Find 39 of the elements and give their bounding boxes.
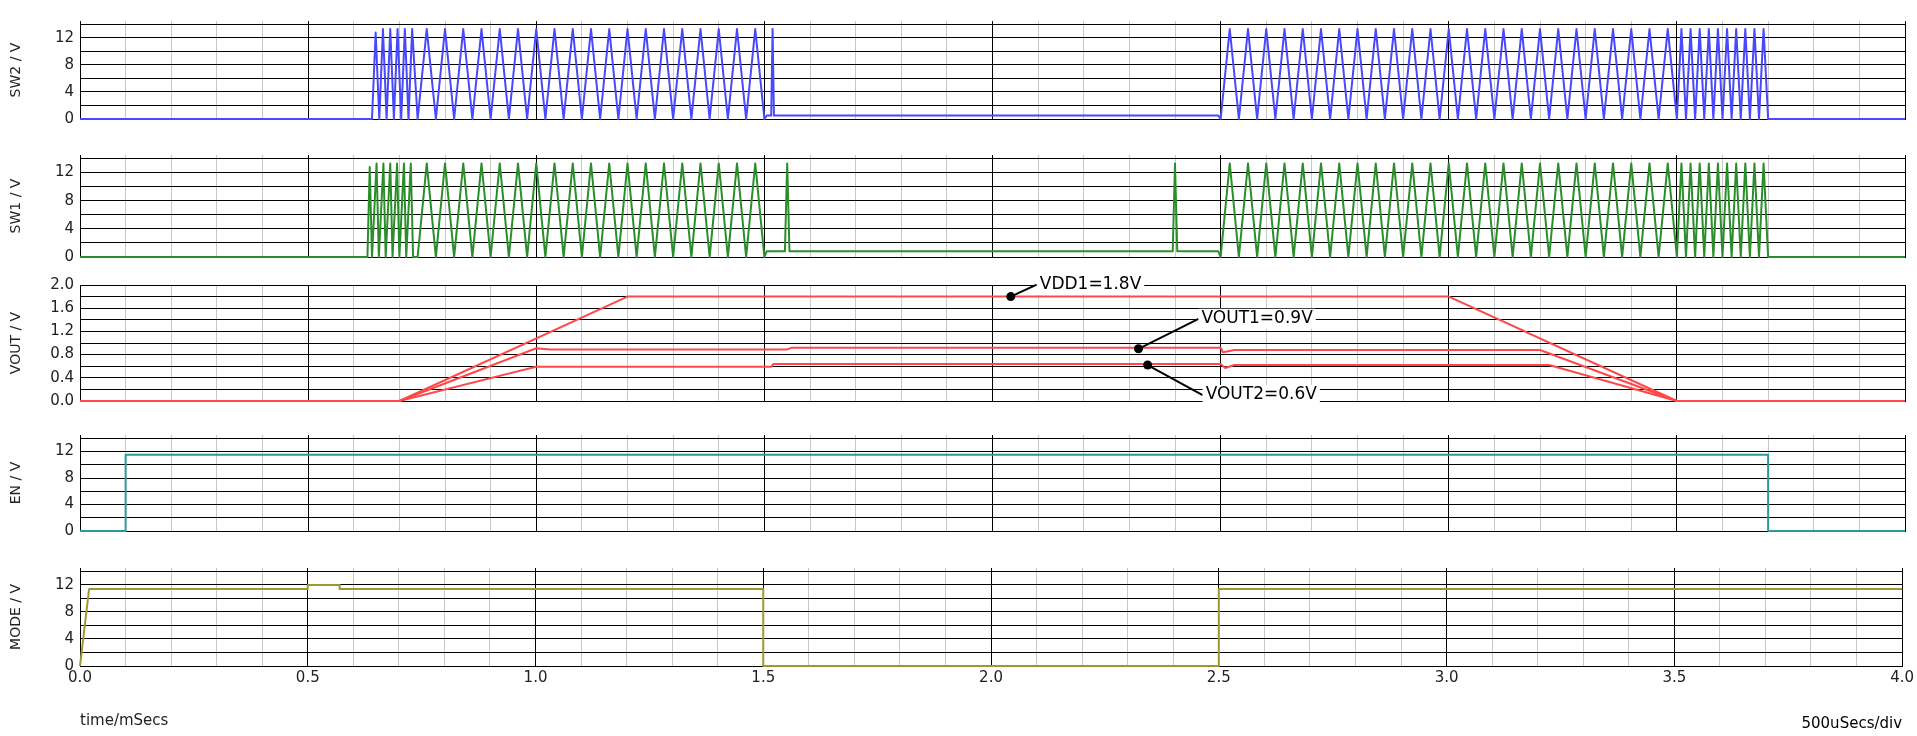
x-tick-label: 2.0 [979, 667, 1003, 686]
y-tick-label: 12 [54, 27, 74, 46]
x-tick-label: 4.0 [1890, 667, 1914, 686]
x-tick-label: 0.5 [295, 667, 320, 686]
y-tick-label: 8 [64, 601, 74, 620]
annotation: VOUT1=0.9V [1201, 307, 1314, 328]
x-tick-label: 1.5 [751, 667, 776, 686]
y-tick-label: 4 [64, 218, 74, 237]
y-axis-title: SW2 / V [7, 42, 24, 98]
y-tick-label: 0.8 [50, 344, 74, 363]
y-axis-title: EN / V [7, 461, 24, 505]
y-tick-label: 0.0 [50, 390, 74, 409]
y-tick-label: 12 [54, 574, 74, 593]
x-tick-label: 1.0 [523, 667, 548, 686]
y-axis-title: MODE / V [7, 583, 24, 650]
y-tick-label: 8 [64, 54, 74, 73]
y-tick-label: 4 [64, 81, 74, 100]
y-tick-label: 1.2 [50, 321, 74, 340]
y-tick-label: 0 [64, 108, 74, 127]
y-tick-label: 12 [54, 441, 74, 460]
x-axis-title: time/mSecs [80, 710, 169, 729]
y-tick-label: 8 [64, 190, 74, 209]
y-tick-label: 0.4 [50, 367, 74, 386]
y-tick-label: 0 [64, 246, 74, 265]
y-tick-label: 4 [64, 494, 74, 513]
x-tick-label: 3.5 [1662, 667, 1687, 686]
y-tick-label: 12 [54, 162, 74, 181]
y-tick-label: 4 [64, 628, 74, 647]
x-tick-label: 2.5 [1206, 667, 1231, 686]
text: 500uSecs/div [1801, 714, 1903, 733]
y-tick-label: 8 [64, 467, 74, 486]
y-tick-label: 1.6 [50, 298, 74, 317]
y-tick-label: 2.0 [50, 274, 74, 293]
y-axis-title: VOUT / V [7, 311, 24, 375]
y-axis-title: SW1 / V [7, 178, 24, 234]
y-tick-label: 0 [64, 520, 74, 539]
annotation: VDD1=1.8V [1039, 273, 1142, 294]
annotation: VOUT2=0.6V [1205, 383, 1318, 404]
x-tick-label: 3.0 [1434, 667, 1459, 686]
